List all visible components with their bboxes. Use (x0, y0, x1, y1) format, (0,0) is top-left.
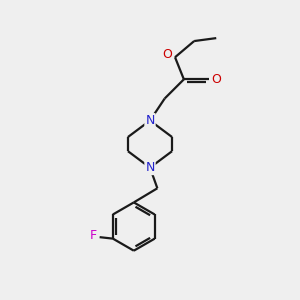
Text: N: N (145, 161, 155, 174)
Text: N: N (145, 114, 155, 127)
Text: O: O (211, 73, 221, 86)
Text: F: F (90, 229, 97, 242)
Text: O: O (163, 48, 172, 61)
